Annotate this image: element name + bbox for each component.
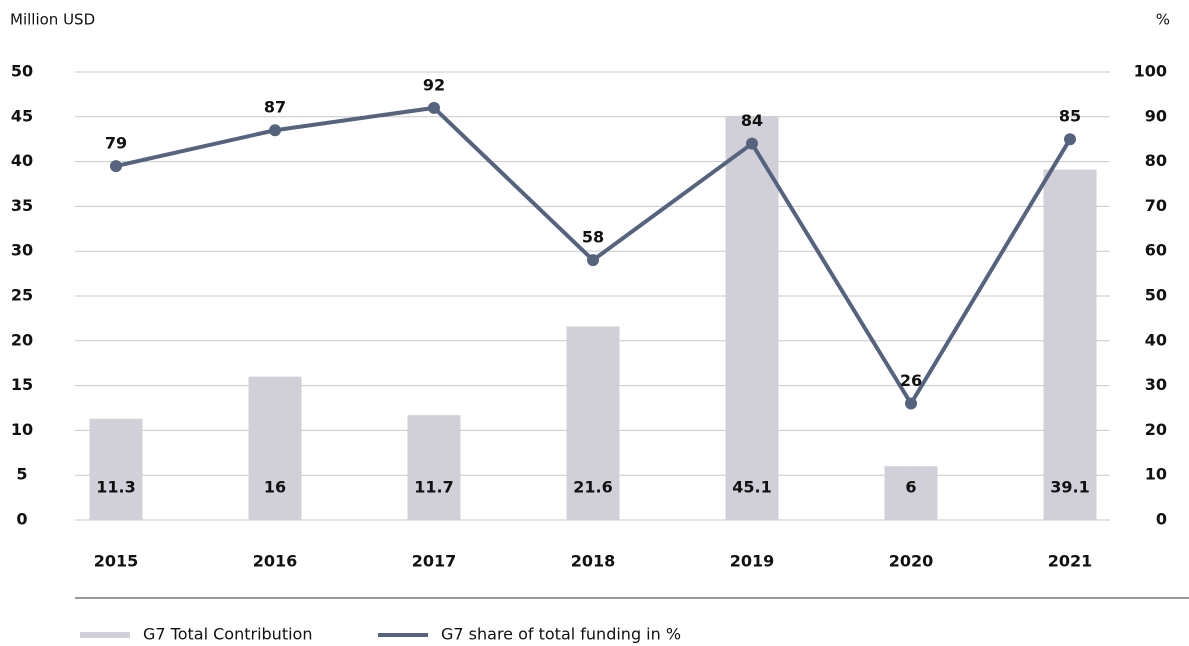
y-axis-title: Million USD xyxy=(10,11,95,29)
y2-tick-label: 0 xyxy=(1156,510,1167,529)
x-tick-label: 2015 xyxy=(94,552,139,571)
y2-tick-label: 60 xyxy=(1145,241,1167,260)
y-tick-label: 0 xyxy=(16,510,27,529)
y-tick-label: 10 xyxy=(11,420,33,439)
y-tick-label: 15 xyxy=(11,375,33,394)
bar xyxy=(1043,169,1097,520)
point-value-label: 26 xyxy=(900,371,922,390)
bar xyxy=(884,466,938,520)
x-tick-label: 2017 xyxy=(412,552,457,571)
line-point xyxy=(428,101,440,114)
x-tick-label: 2021 xyxy=(1048,552,1093,571)
y2-tick-label: 90 xyxy=(1145,106,1167,125)
y-tick-label: 30 xyxy=(11,241,33,260)
x-tick-label: 2018 xyxy=(571,552,616,571)
point-value-label: 79 xyxy=(105,134,127,153)
y2-tick-label: 40 xyxy=(1145,330,1167,349)
y-tick-label: 5 xyxy=(16,465,27,484)
y-tick-label: 35 xyxy=(11,196,33,215)
x-tick-label: 2016 xyxy=(253,552,298,571)
bar-value-label: 39.1 xyxy=(1050,478,1089,497)
y2-axis-title: % xyxy=(1156,11,1170,29)
bar-value-label: 21.6 xyxy=(573,478,612,497)
line-point xyxy=(587,254,599,267)
y2-tick-label: 50 xyxy=(1145,286,1167,305)
point-value-label: 85 xyxy=(1059,107,1081,126)
legend-label: G7 share of total funding in % xyxy=(441,625,681,644)
y2-tick-label: 100 xyxy=(1134,62,1167,81)
line-point xyxy=(746,137,758,150)
bar-value-label: 11.3 xyxy=(96,478,135,497)
bar xyxy=(407,415,461,520)
bar xyxy=(725,115,779,521)
y-tick-label: 40 xyxy=(11,151,33,170)
y-tick-label: 20 xyxy=(11,330,33,349)
y-tick-label: 50 xyxy=(11,62,33,81)
line-point xyxy=(905,397,917,410)
point-value-label: 58 xyxy=(582,228,604,247)
y2-tick-label: 10 xyxy=(1145,465,1167,484)
bar xyxy=(89,418,143,520)
bar xyxy=(248,376,302,520)
y-tick-label: 25 xyxy=(11,286,33,305)
point-value-label: 92 xyxy=(423,75,445,94)
x-tick-label: 2019 xyxy=(730,552,775,571)
bar-value-label: 6 xyxy=(905,478,916,497)
y2-tick-label: 30 xyxy=(1145,375,1167,394)
line-point xyxy=(1064,133,1076,146)
point-value-label: 87 xyxy=(264,98,286,117)
line-point xyxy=(110,160,122,173)
bar-value-label: 16 xyxy=(264,478,286,497)
y2-tick-label: 20 xyxy=(1145,420,1167,439)
point-value-label: 84 xyxy=(741,111,763,130)
y-tick-label: 45 xyxy=(11,106,33,125)
y2-tick-label: 80 xyxy=(1145,151,1167,170)
y2-tick-label: 70 xyxy=(1145,196,1167,215)
bar-value-label: 45.1 xyxy=(732,478,771,497)
bar-value-label: 11.7 xyxy=(414,478,453,497)
legend-label: G7 Total Contribution xyxy=(143,625,312,644)
x-tick-label: 2020 xyxy=(889,552,934,571)
bar xyxy=(566,326,620,520)
line-point xyxy=(269,124,281,137)
